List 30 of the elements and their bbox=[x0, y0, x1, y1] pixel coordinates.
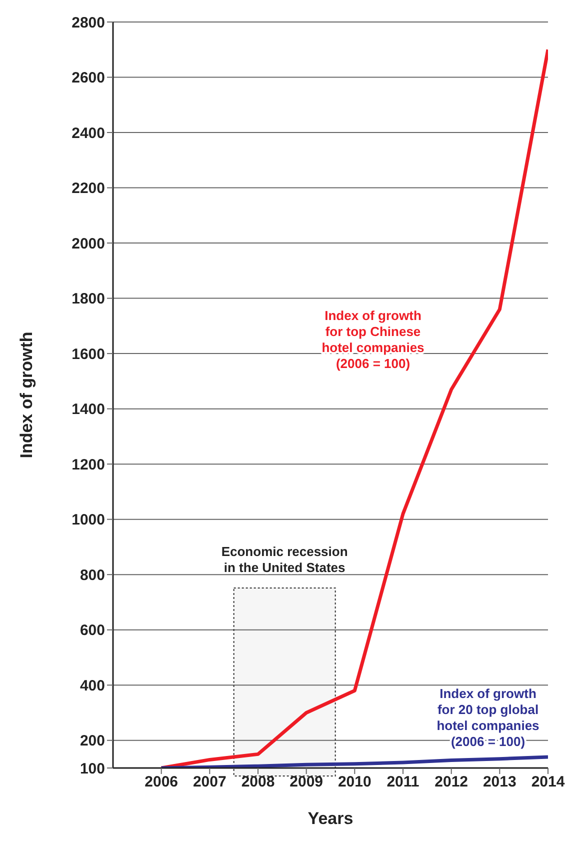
y-tick-label: 1800 bbox=[72, 290, 105, 308]
y-tick-label: 200 bbox=[80, 732, 105, 750]
y-tick-label: 1600 bbox=[72, 346, 105, 363]
text: Index of growth for top Chinese hotel companies (2006 = 100) bbox=[322, 308, 424, 371]
x-tick-label: 2009 bbox=[290, 774, 324, 791]
y-tick-label: 2800 bbox=[72, 14, 105, 32]
x-tick-label: 2011 bbox=[386, 774, 420, 791]
y-tick-label: 2400 bbox=[72, 124, 105, 142]
y-tick-label: 2000 bbox=[72, 235, 105, 252]
x-tick-label: 2014 bbox=[531, 774, 566, 791]
y-tick-label: 1000 bbox=[72, 512, 105, 529]
y-tick-label: 600 bbox=[80, 622, 105, 640]
y-tick-label: 400 bbox=[80, 677, 105, 694]
band-label: Economic recession in the United States bbox=[221, 544, 348, 575]
x-tick-label: 2008 bbox=[241, 774, 275, 791]
line-series bbox=[160, 755, 548, 768]
y-tick-label: 2200 bbox=[72, 180, 105, 198]
line-series bbox=[160, 48, 548, 768]
x-tick-label: 2012 bbox=[434, 774, 468, 791]
x-tick-label: 2007 bbox=[192, 774, 226, 791]
x-tick-label: 2013 bbox=[482, 774, 516, 791]
y-axis-title: Index of growth bbox=[17, 332, 36, 458]
x-axis-title: Years bbox=[308, 809, 354, 828]
y-tick-label: 2600 bbox=[72, 70, 105, 87]
x-tick-label: 2010 bbox=[338, 774, 372, 791]
y-tick-label: 1400 bbox=[72, 401, 105, 418]
y-tick-label: 800 bbox=[80, 566, 105, 584]
y-tick-label: 1200 bbox=[72, 456, 105, 474]
y-tick-label: 100 bbox=[80, 760, 105, 778]
x-tick-label: 2006 bbox=[144, 774, 178, 791]
